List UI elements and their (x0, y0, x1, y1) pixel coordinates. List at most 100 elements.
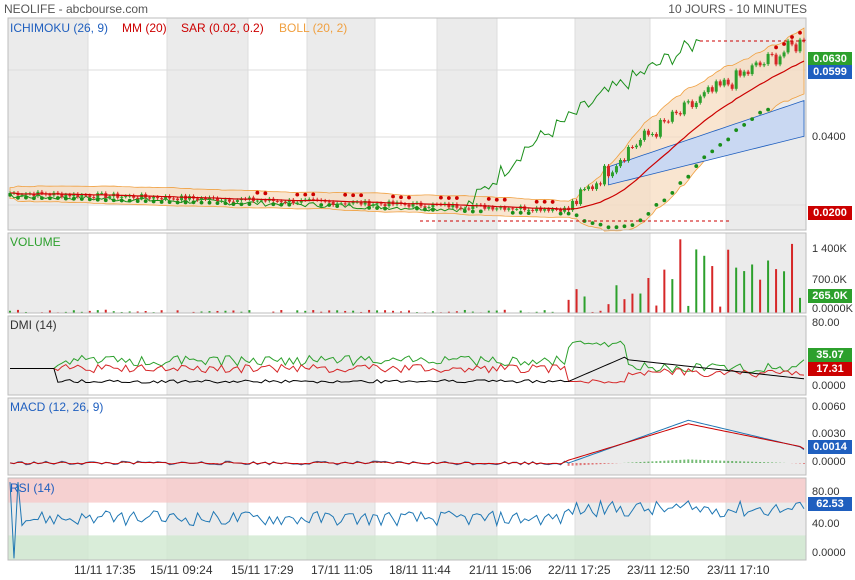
candle-body (72, 193, 76, 197)
macd-histogram-bar (136, 462, 139, 463)
macd-label: MACD (12, 26, 9) (10, 400, 104, 414)
sar-point (766, 107, 770, 112)
macd-histogram-bar (396, 462, 399, 463)
candle-body (551, 208, 555, 211)
candle-body (758, 62, 762, 66)
macd-histogram-bar (559, 463, 562, 464)
macd-histogram-bar (455, 463, 458, 464)
sar-point (223, 201, 228, 206)
candle-body (782, 52, 786, 57)
volume-bar (272, 311, 275, 313)
sar-point (431, 207, 435, 212)
volume-bar (567, 299, 570, 313)
candle-body (343, 203, 347, 205)
candle-body (507, 208, 511, 210)
candle-body (283, 202, 287, 204)
candle-body (307, 199, 311, 201)
volume-bar (735, 267, 738, 313)
candle-body (786, 40, 790, 53)
sar-point (263, 191, 268, 196)
candle-body (798, 39, 802, 52)
sar-point (40, 196, 44, 201)
candle-body (291, 199, 295, 204)
macd-histogram-bar (759, 462, 762, 463)
sar-point (462, 209, 467, 214)
volume-bar (655, 305, 658, 313)
candle-body (734, 70, 738, 89)
volume-bar (9, 310, 11, 313)
volume-bar (392, 310, 395, 313)
sar-point (24, 195, 28, 200)
volume-bar (447, 311, 450, 313)
macd-histogram-bar (80, 463, 83, 464)
sar-point (127, 198, 132, 203)
volume-bar (88, 310, 91, 313)
volume-bar (487, 310, 490, 313)
macd-histogram-bar (603, 463, 606, 464)
candle-body (535, 207, 539, 211)
macd-histogram-bar (120, 462, 123, 463)
macd-histogram-bar (719, 460, 722, 463)
volume-bar (623, 299, 626, 313)
volume-bar (607, 304, 610, 313)
sar-point (710, 149, 715, 154)
candle-body (176, 198, 180, 201)
volume-bar (360, 311, 363, 313)
candle-body (626, 146, 630, 161)
candle-body (746, 71, 750, 75)
candle-body (275, 200, 279, 202)
candle-body (419, 202, 423, 207)
chart-title: NEOLIFE - abcbourse.com (4, 2, 149, 16)
candle-body (339, 203, 343, 205)
sar-point (654, 202, 659, 207)
macd-histogram-bar (675, 460, 678, 463)
sar-point (335, 204, 340, 209)
macd-histogram-bar (567, 463, 570, 466)
macd-histogram-bar (224, 462, 227, 463)
volume-bar (703, 255, 706, 313)
sar-point (359, 193, 364, 198)
candle-body (630, 146, 634, 148)
macd-tick-label: 0.0060 (812, 401, 846, 413)
macd-histogram-bar (651, 461, 654, 463)
rsi-panel (8, 478, 806, 560)
rsi-badge: 62.53 (808, 497, 852, 511)
volume-bar (336, 310, 339, 313)
volume-bar (767, 260, 770, 313)
volume-bar (743, 271, 746, 313)
candle-body (136, 197, 140, 199)
sar-point (454, 196, 459, 200)
macd-histogram-bar (571, 463, 574, 466)
macd-histogram-bar (751, 461, 754, 463)
sar-point (518, 210, 523, 215)
macd-histogram-bar (316, 462, 319, 463)
candle-body (770, 53, 774, 55)
candle-body (499, 207, 503, 209)
macd-histogram-bar (443, 462, 446, 463)
candle-body (76, 193, 80, 197)
volume-bar (352, 310, 355, 313)
sar-point (103, 198, 108, 203)
macd-histogram-bar (168, 463, 171, 464)
candle-body (674, 111, 678, 114)
candle-body (483, 204, 487, 209)
session-band (726, 398, 806, 475)
session-band (726, 233, 806, 313)
macd-histogram-bar (483, 463, 486, 464)
macd-histogram-bar (739, 461, 742, 463)
macd-histogram-bar (699, 459, 702, 463)
sar-point (534, 199, 539, 204)
volume-bar (224, 310, 227, 313)
sar-point (494, 197, 499, 202)
volume-bar (647, 277, 650, 313)
candle-body (527, 209, 531, 211)
sar-point (87, 197, 92, 202)
candle-body (718, 81, 722, 86)
candle-body (610, 172, 614, 177)
candle-body (299, 200, 303, 203)
sar-point (111, 198, 116, 203)
rsi-tick-label: 0.0000 (812, 547, 846, 559)
candle-body (223, 199, 227, 201)
macd-histogram-bar (24, 463, 27, 464)
macd-histogram-bar (216, 463, 219, 464)
